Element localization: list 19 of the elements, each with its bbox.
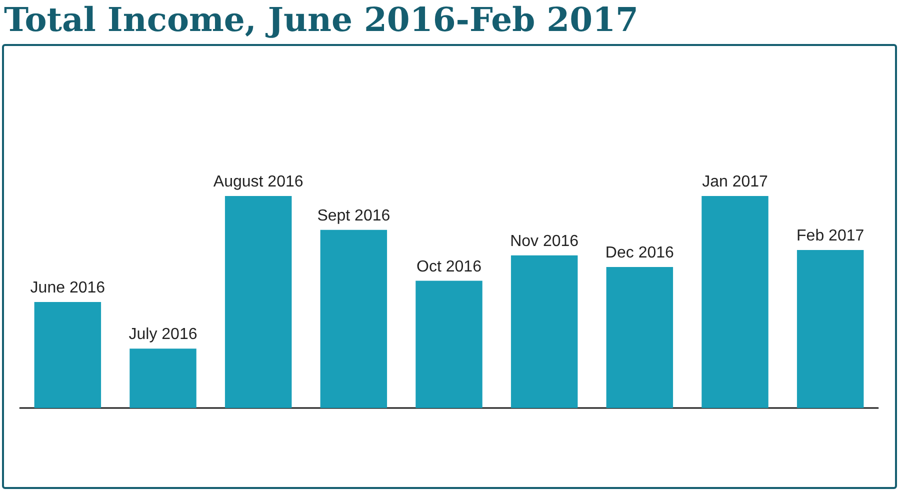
x-tick-label: July 2016 [128,326,198,344]
x-tick-label: Sept 2016 [317,207,390,224]
x-tick-label: June 2016 [30,280,106,296]
x-tick-label: Dec 2016 [605,244,674,262]
bar [702,196,768,408]
bar [416,280,482,408]
bar [320,230,388,408]
bar [796,250,864,408]
x-tick-label: Jan 2017 [702,174,768,190]
bar [34,302,102,408]
x-tick-label: Oct 2016 [416,258,482,276]
bar [130,348,196,408]
bar [510,255,578,408]
x-tick-label: Nov 2016 [510,232,579,250]
bar [606,267,674,408]
x-tick-label: August 2016 [213,174,304,190]
chart-title: Total Income, June 2016-Feb 2017 [4,0,639,39]
bar [224,196,292,408]
x-tick-label: Feb 2017 [796,228,864,245]
